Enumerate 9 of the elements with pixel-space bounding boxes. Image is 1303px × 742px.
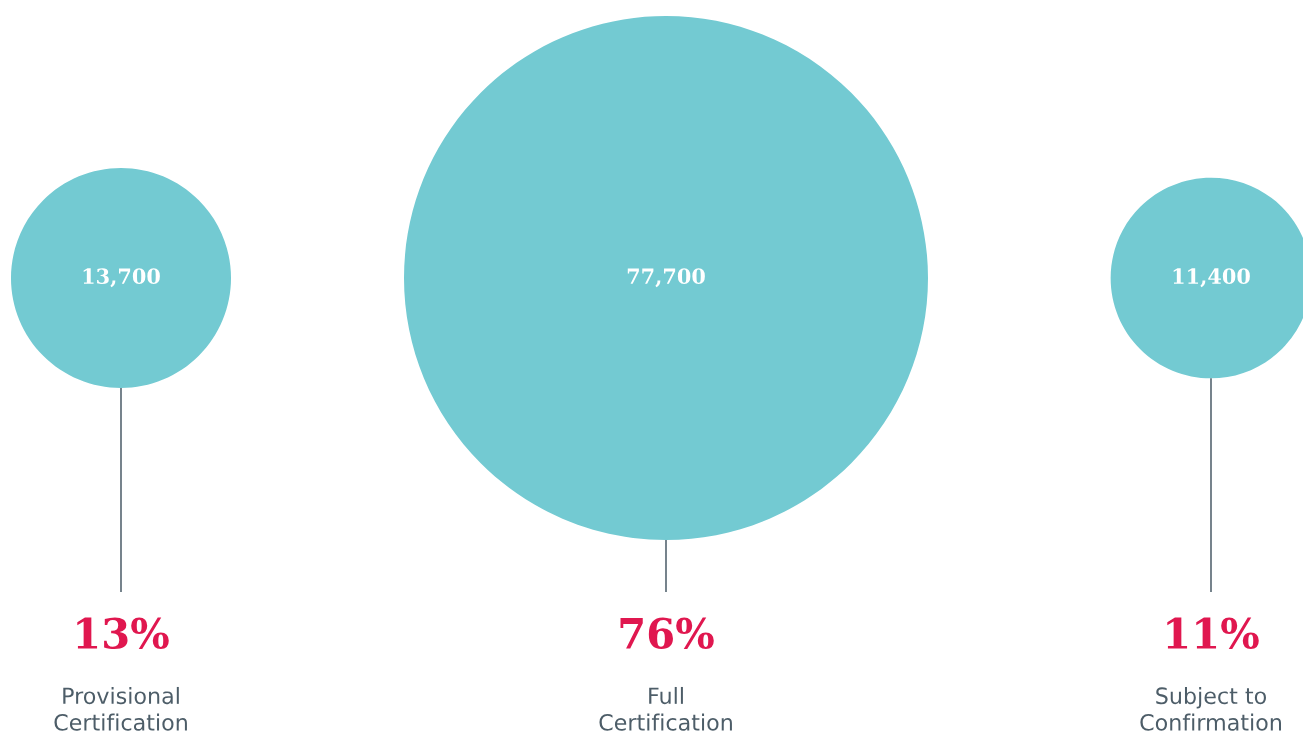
category-label: Provisional Certification [54, 686, 187, 731]
data-label: 77,700 [627, 268, 705, 288]
text: 76% [620, 617, 714, 650]
text: 13% [77, 617, 169, 650]
text: 11% [1167, 617, 1259, 650]
category-label: Full Certification [599, 686, 732, 731]
data-label: 11,400 [1173, 268, 1250, 288]
category-label: Subject to Confirmation [1140, 686, 1281, 731]
data-label: 13,700 [83, 268, 160, 288]
